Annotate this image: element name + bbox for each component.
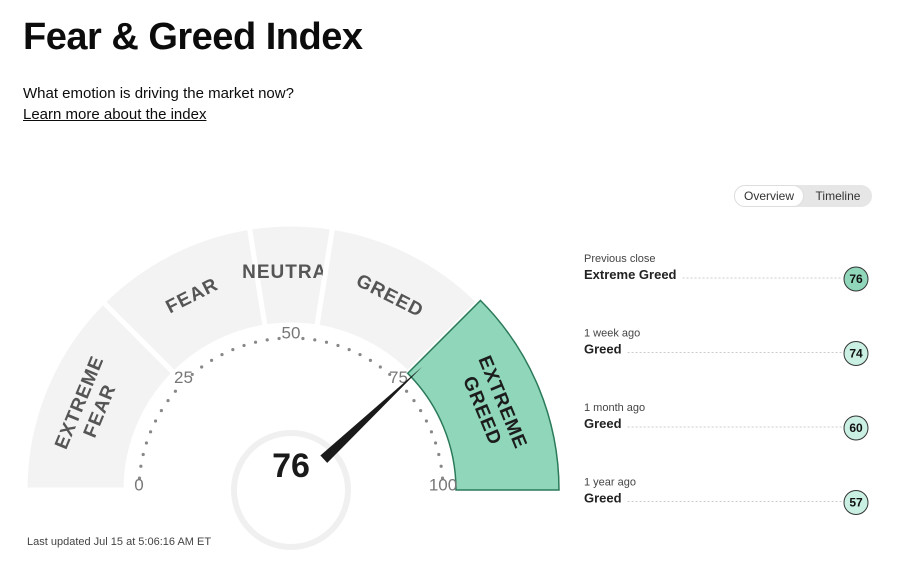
scale-dot bbox=[388, 372, 392, 377]
scale-dot bbox=[209, 358, 214, 362]
scale-dot bbox=[437, 452, 441, 457]
history-status: Greed bbox=[584, 491, 622, 506]
scale-dot bbox=[404, 389, 409, 393]
history-value: 74 bbox=[849, 347, 863, 361]
scale-dot bbox=[412, 399, 416, 403]
scale-dot bbox=[324, 340, 329, 344]
scale-tick-label: 75 bbox=[389, 368, 408, 387]
scale-dot bbox=[419, 408, 423, 413]
scale-dot bbox=[424, 419, 429, 423]
needle bbox=[320, 366, 423, 463]
scale-dot bbox=[439, 464, 443, 468]
history-badge bbox=[843, 415, 869, 441]
history-value: 57 bbox=[849, 496, 863, 510]
history-badge bbox=[843, 266, 869, 292]
tab[interactable]: Overview bbox=[734, 185, 804, 207]
scale-dot bbox=[440, 476, 445, 480]
scale-dot bbox=[153, 419, 158, 423]
tab[interactable]: Timeline bbox=[815, 189, 861, 203]
scale-tick-label: 50 bbox=[282, 323, 301, 342]
history-label: 1 year ago bbox=[584, 477, 636, 489]
scale-dot bbox=[137, 476, 142, 480]
last-updated: Last updated Jul 15 at 5:06:16 AM ET bbox=[27, 536, 212, 548]
learn-more-link[interactable]: Learn more about the index bbox=[23, 106, 207, 123]
scale-dot bbox=[173, 389, 178, 393]
scale-dot bbox=[190, 372, 194, 377]
scale-dot bbox=[429, 430, 434, 434]
gauge-segment bbox=[406, 299, 560, 491]
center-disc bbox=[231, 430, 351, 550]
scale-dot bbox=[141, 452, 145, 457]
tab-switch: Overview Timeline bbox=[734, 185, 872, 207]
history-value: 76 bbox=[849, 272, 863, 286]
scale-dot bbox=[433, 441, 438, 445]
scale-dot bbox=[253, 340, 258, 344]
scale-tick-label: 25 bbox=[174, 368, 193, 387]
history-label: 1 week ago bbox=[584, 328, 640, 340]
history-badge bbox=[843, 490, 869, 515]
scale-tick-label: 0 bbox=[134, 475, 143, 494]
scale-dot bbox=[200, 365, 204, 369]
scale-dot bbox=[313, 338, 317, 342]
scale-dot bbox=[231, 347, 235, 352]
history-label: Previous close bbox=[584, 253, 656, 265]
scale-dot bbox=[301, 336, 305, 341]
scale-dot bbox=[347, 347, 351, 352]
scale-dot bbox=[265, 338, 269, 342]
history-badge bbox=[843, 341, 869, 366]
scale-dot bbox=[166, 399, 170, 403]
segment-label: NEUTRAL bbox=[242, 262, 340, 283]
scale-dot bbox=[242, 343, 246, 348]
scale-dot bbox=[358, 352, 362, 357]
history-value: 60 bbox=[849, 421, 863, 435]
history-status: Greed bbox=[584, 416, 622, 431]
subtitle: What emotion is driving the market now? bbox=[23, 85, 294, 102]
history-label: 1 month ago bbox=[584, 402, 645, 414]
scale-dot bbox=[378, 365, 382, 369]
scale-dot bbox=[220, 352, 224, 357]
scale-dot bbox=[144, 441, 149, 445]
scale-dot bbox=[336, 343, 340, 348]
gauge-value: 76 bbox=[272, 447, 310, 485]
scale-tick-label: 100 bbox=[429, 475, 457, 494]
page-title: Fear & Greed Index bbox=[23, 16, 363, 58]
history-status: Greed bbox=[584, 342, 622, 357]
scale-dot bbox=[139, 464, 143, 468]
scale-dot bbox=[277, 336, 281, 341]
history-status: Extreme Greed bbox=[584, 267, 677, 282]
scale-dot bbox=[148, 430, 153, 434]
scale-dot bbox=[368, 358, 373, 362]
scale-dot bbox=[159, 408, 163, 413]
